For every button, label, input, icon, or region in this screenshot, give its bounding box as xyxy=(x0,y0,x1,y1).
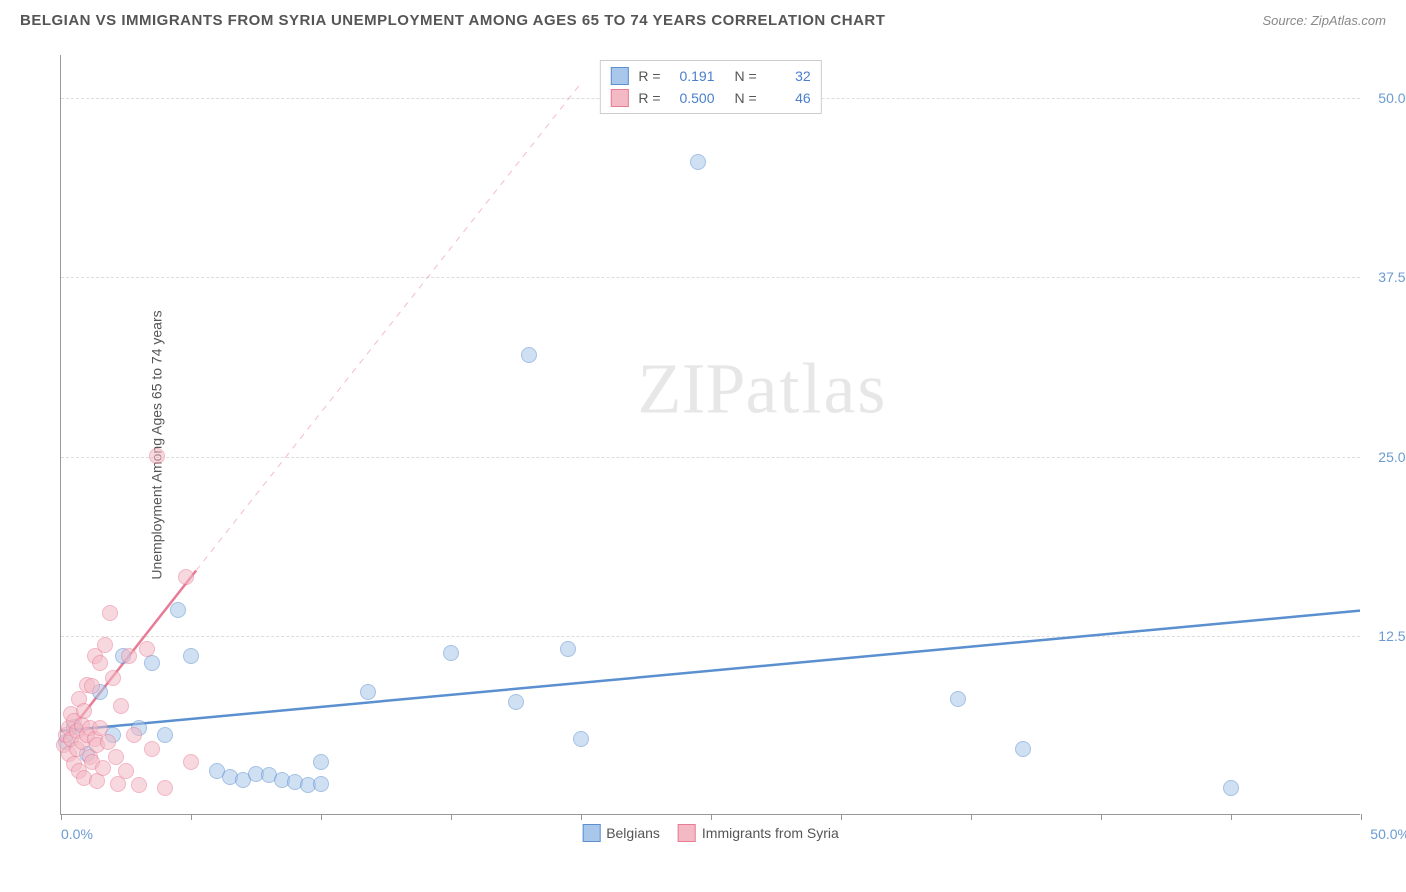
data-point xyxy=(92,655,108,671)
data-point xyxy=(144,655,160,671)
source-credit: Source: ZipAtlas.com xyxy=(1262,13,1386,28)
data-point xyxy=(113,698,129,714)
correlation-legend: R = 0.191 N = 32 R = 0.500 N = 46 xyxy=(599,60,821,114)
data-point xyxy=(149,448,165,464)
legend-swatch xyxy=(582,824,600,842)
data-point xyxy=(105,670,121,686)
data-point xyxy=(178,569,194,585)
x-origin-label: 0.0% xyxy=(61,826,93,842)
legend-swatch xyxy=(610,89,628,107)
n-value: 46 xyxy=(761,90,811,106)
data-point xyxy=(183,754,199,770)
data-point xyxy=(313,776,329,792)
x-tick xyxy=(191,814,192,820)
data-point xyxy=(102,605,118,621)
data-point xyxy=(139,641,155,657)
data-point xyxy=(1015,741,1031,757)
y-tick-label: 50.0% xyxy=(1378,90,1406,106)
gridline xyxy=(61,277,1360,278)
data-point xyxy=(76,703,92,719)
data-point xyxy=(313,754,329,770)
legend-swatch xyxy=(610,67,628,85)
y-tick-label: 12.5% xyxy=(1378,628,1406,644)
x-tick xyxy=(711,814,712,820)
y-tick-label: 37.5% xyxy=(1378,269,1406,285)
x-tick xyxy=(581,814,582,820)
n-value: 32 xyxy=(761,68,811,84)
gridline xyxy=(61,457,1360,458)
x-tick xyxy=(971,814,972,820)
data-point xyxy=(170,602,186,618)
watermark-bold: ZIP xyxy=(637,348,745,428)
data-point xyxy=(183,648,199,664)
x-tick xyxy=(841,814,842,820)
r-value: 0.500 xyxy=(665,90,715,106)
chart-container: Unemployment Among Ages 65 to 74 years Z… xyxy=(50,45,1390,845)
data-point xyxy=(521,347,537,363)
data-point xyxy=(118,763,134,779)
legend-row: R = 0.191 N = 32 xyxy=(610,65,810,87)
data-point xyxy=(560,641,576,657)
r-label: R = xyxy=(638,68,660,84)
chart-title: BELGIAN VS IMMIGRANTS FROM SYRIA UNEMPLO… xyxy=(20,12,885,29)
plot-area: ZIPatlas R = 0.191N = 32R = 0.500N = 46 … xyxy=(60,55,1360,815)
x-max-label: 50.0% xyxy=(1370,826,1406,842)
x-tick xyxy=(1101,814,1102,820)
data-point xyxy=(157,780,173,796)
n-label: N = xyxy=(735,90,757,106)
series-label: Immigrants from Syria xyxy=(702,825,839,841)
data-point xyxy=(443,645,459,661)
source-prefix: Source: xyxy=(1262,13,1310,28)
x-tick xyxy=(451,814,452,820)
data-point xyxy=(131,777,147,793)
watermark: ZIPatlas xyxy=(637,347,887,430)
series-label: Belgians xyxy=(606,825,660,841)
data-point xyxy=(97,637,113,653)
data-point xyxy=(108,749,124,765)
legend-item: Immigrants from Syria xyxy=(678,824,839,842)
gridline xyxy=(61,636,1360,637)
trend-lines xyxy=(61,55,1360,814)
data-point xyxy=(121,648,137,664)
data-point xyxy=(573,731,589,747)
data-point xyxy=(360,684,376,700)
data-point xyxy=(508,694,524,710)
data-point xyxy=(157,727,173,743)
x-tick xyxy=(61,814,62,820)
series-legend: Belgians Immigrants from Syria xyxy=(582,824,839,842)
header: BELGIAN VS IMMIGRANTS FROM SYRIA UNEMPLO… xyxy=(0,0,1406,37)
watermark-thin: atlas xyxy=(745,348,887,428)
x-tick xyxy=(321,814,322,820)
source-name: ZipAtlas.com xyxy=(1311,13,1386,28)
r-label: R = xyxy=(638,90,660,106)
y-tick-label: 25.0% xyxy=(1378,449,1406,465)
data-point xyxy=(950,691,966,707)
data-point xyxy=(690,154,706,170)
x-tick xyxy=(1361,814,1362,820)
x-tick xyxy=(1231,814,1232,820)
data-point xyxy=(126,727,142,743)
data-point xyxy=(144,741,160,757)
data-point xyxy=(1223,780,1239,796)
data-point xyxy=(84,678,100,694)
legend-item: Belgians xyxy=(582,824,660,842)
legend-row: R = 0.500 N = 46 xyxy=(610,87,810,109)
legend-swatch xyxy=(678,824,696,842)
r-value: 0.191 xyxy=(665,68,715,84)
n-label: N = xyxy=(735,68,757,84)
data-point xyxy=(95,760,111,776)
